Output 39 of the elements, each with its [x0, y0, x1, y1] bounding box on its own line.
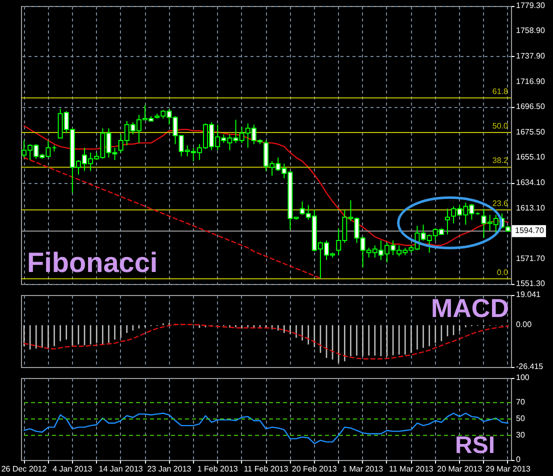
x-tick-label: 20 Feb 2013 [292, 464, 338, 474]
y-tick-label: 1779.30 [516, 1, 546, 10]
annotation: 23.6 [492, 198, 509, 208]
y-tick-label: 1758.90 [516, 26, 546, 35]
annotation: MACD [431, 293, 509, 323]
y-tick-label: 19.041 [516, 290, 542, 299]
y-tick-label: 100 [516, 373, 530, 382]
y-tick-label: 30 [516, 430, 526, 440]
y-tick-label: 1737.90 [516, 51, 546, 60]
y-tick-label: 1613.10 [516, 204, 546, 213]
x-tick-label: 4 Jan 2013 [52, 464, 93, 474]
y-tick-label: 0 [516, 455, 521, 464]
y-tick-label: 1571.70 [516, 254, 546, 264]
x-tick-label: 29 Mar 2013 [486, 464, 531, 474]
x-tick-label: 26 Dec 2012 [1, 464, 48, 474]
y-tick-label: 1634.10 [516, 178, 546, 188]
x-tick-label: 23 Jan 2013 [147, 464, 192, 474]
annotation: 50.0 [492, 121, 509, 130]
y-tick-label: -26.415 [516, 362, 544, 371]
y-tick-label: 70 [516, 398, 526, 407]
x-tick-label: 11 Feb 2013 [244, 464, 289, 474]
x-tick-label: 14 Jan 2013 [98, 464, 144, 474]
annotation: 0.0 [496, 268, 509, 277]
y-tick-label: 1716.90 [516, 77, 546, 86]
x-tick-label: 1 Feb 2013 [197, 464, 238, 474]
x-tick-label: 11 Mar 2013 [389, 464, 434, 474]
annotation: RSI [454, 432, 495, 459]
y-tick-label: 1655.10 [516, 152, 546, 162]
y-tick-label: 1594.70 [515, 226, 544, 236]
x-tick-label: 20 Mar 2013 [437, 464, 483, 474]
y-tick-label: 1675.50 [516, 128, 546, 137]
y-tick-label: 1551.30 [516, 279, 546, 288]
y-tick-label: 1696.50 [516, 102, 546, 111]
annotation: 61.8 [492, 86, 509, 96]
y-tick-label: 50 [516, 414, 526, 423]
x-tick-label: 1 Mar 2013 [342, 464, 384, 474]
annotation: Fibonacci [27, 247, 158, 278]
y-tick-label: 0.00 [516, 320, 532, 330]
annotation: 38.2 [492, 156, 509, 166]
